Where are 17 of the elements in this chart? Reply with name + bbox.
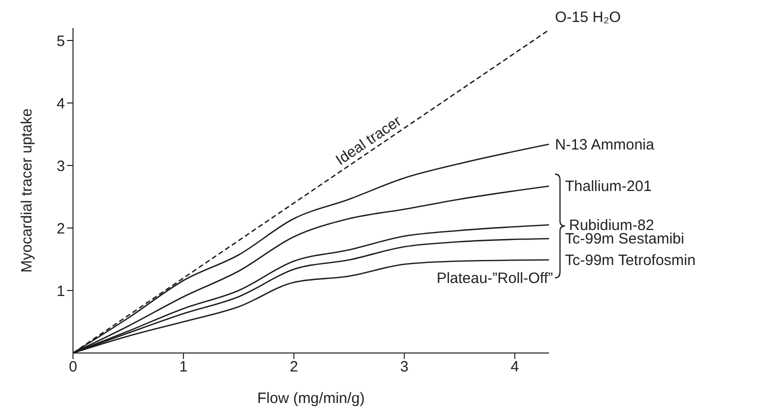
y-tick-label: 5 [56, 32, 65, 50]
series-label: O-15 H₂O [555, 8, 621, 26]
x-tick-label: 4 [510, 358, 519, 376]
y-tick-label: 1 [56, 282, 65, 300]
series-label: Thallium-201 [565, 178, 652, 196]
series-label: N-13 Ammonia [555, 136, 655, 154]
x-tick-label: 3 [400, 358, 408, 376]
y-tick-label: 4 [56, 95, 65, 112]
x-tick-label: 0 [68, 358, 78, 376]
y-axis-title: Myocardial tracer uptake [18, 108, 36, 273]
x-axis-title: Flow (mg/min/g) [257, 390, 365, 407]
x-tick-label: 2 [290, 358, 298, 376]
y-tick-label: 2 [56, 220, 65, 238]
series-label: Tc-99m Tetrofosmin [565, 252, 696, 269]
x-tick-label: 1 [179, 358, 188, 376]
annotation: Plateau-”Roll-Off” [436, 270, 553, 287]
y-tick-label: 3 [56, 158, 65, 175]
